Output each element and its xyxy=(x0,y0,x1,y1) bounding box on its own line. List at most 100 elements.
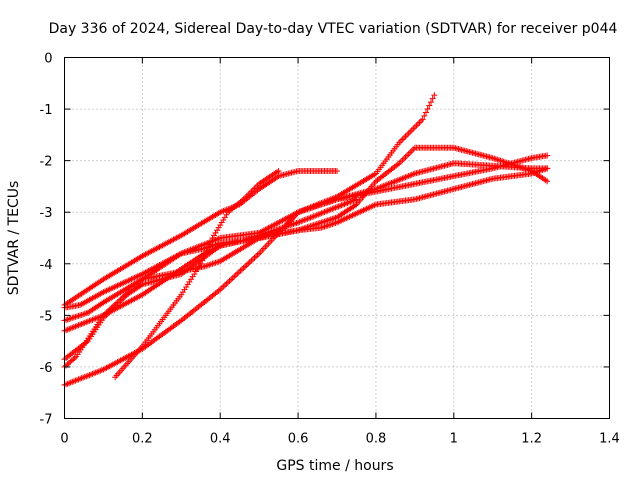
data-point xyxy=(220,283,227,290)
data-point xyxy=(119,296,126,303)
x-tick-label: 0.2 xyxy=(132,432,153,447)
x-axis-ticks: 0 0.2 0.4 0.6 0.8 1 1.2 1.4 xyxy=(60,57,620,447)
data-point xyxy=(329,221,336,228)
data-point xyxy=(339,201,346,208)
x-tick-label: 1.4 xyxy=(599,432,620,447)
data-point xyxy=(274,168,281,175)
x-axis-label: GPS time / hours xyxy=(276,458,393,474)
data-point xyxy=(350,197,357,204)
data-point xyxy=(400,155,407,162)
data-point xyxy=(62,362,69,369)
y-tick-label: -5 xyxy=(40,309,53,324)
y-tick-label: -1 xyxy=(40,103,53,118)
data-point xyxy=(416,119,423,126)
data-point xyxy=(228,276,235,283)
data-point xyxy=(318,224,325,231)
data-point xyxy=(67,315,74,322)
data-markers xyxy=(61,92,551,388)
data-point xyxy=(70,314,77,321)
data-point xyxy=(404,131,411,138)
data-point xyxy=(407,149,414,156)
data-point xyxy=(209,260,216,267)
data-point xyxy=(225,279,231,286)
data-point xyxy=(402,133,409,140)
data-point xyxy=(234,270,241,277)
data-point xyxy=(239,266,246,273)
data-point xyxy=(426,102,433,109)
data-point xyxy=(242,263,249,270)
data-point xyxy=(78,311,85,318)
data-point xyxy=(232,272,239,279)
data-point xyxy=(249,256,256,263)
data-point xyxy=(245,260,252,267)
data-point xyxy=(248,257,255,264)
data-point xyxy=(223,280,230,287)
x-tick-label: 0.6 xyxy=(288,432,309,447)
data-point xyxy=(197,260,204,267)
data-point xyxy=(64,361,71,368)
series-arc-8 xyxy=(61,167,340,309)
x-tick-label: 1 xyxy=(450,432,458,447)
data-point xyxy=(274,174,281,181)
data-point xyxy=(117,297,124,304)
data-point xyxy=(429,95,436,102)
data-point xyxy=(427,99,434,106)
data-point xyxy=(254,251,261,258)
data-point xyxy=(323,223,330,230)
data-point xyxy=(397,138,404,145)
data-point xyxy=(207,261,214,268)
data-point xyxy=(65,360,72,367)
series-arc-6 xyxy=(61,160,551,363)
data-point xyxy=(75,312,82,319)
data-point xyxy=(231,273,238,280)
data-point xyxy=(64,316,71,323)
data-point xyxy=(400,134,407,141)
data-point xyxy=(203,247,210,254)
data-point xyxy=(243,262,250,269)
data-point xyxy=(202,251,209,258)
data-point xyxy=(407,128,414,135)
y-tick-label: -6 xyxy=(40,361,53,376)
x-tick-label: 0.8 xyxy=(366,432,387,447)
data-point xyxy=(327,216,334,223)
data-point xyxy=(63,316,70,323)
data-point xyxy=(71,354,78,361)
data-point xyxy=(327,221,334,228)
data-point xyxy=(68,357,75,364)
plot-frame xyxy=(64,57,610,419)
data-point xyxy=(342,200,349,207)
data-point xyxy=(206,261,213,268)
data-point xyxy=(203,262,210,269)
x-tick-label: 1.2 xyxy=(521,432,542,447)
data-point xyxy=(335,203,342,210)
data-point xyxy=(353,196,360,203)
x-tick-label: 0 xyxy=(60,432,68,447)
data-point xyxy=(321,223,328,230)
data-point xyxy=(408,147,415,154)
data-point xyxy=(323,217,330,224)
data-point xyxy=(405,150,412,157)
data-point xyxy=(489,155,496,162)
data-point xyxy=(199,257,206,264)
y-tick-label: -2 xyxy=(40,155,53,170)
data-point xyxy=(204,262,211,269)
data-point xyxy=(345,199,352,206)
data-point xyxy=(73,313,80,320)
data-point xyxy=(72,313,79,320)
data-point xyxy=(253,253,260,260)
data-point xyxy=(237,267,244,274)
data-point xyxy=(411,124,418,131)
data-point xyxy=(70,356,77,363)
data-point xyxy=(235,269,242,276)
data-point xyxy=(334,204,340,211)
data-point xyxy=(544,152,551,159)
y-tick-label: -4 xyxy=(40,258,53,273)
data-point xyxy=(200,254,207,261)
data-point xyxy=(397,158,404,165)
data-point xyxy=(421,112,428,119)
data-point xyxy=(221,282,228,289)
data-point xyxy=(67,358,74,365)
data-point xyxy=(424,105,431,112)
data-point xyxy=(351,196,358,203)
data-point xyxy=(348,198,355,205)
